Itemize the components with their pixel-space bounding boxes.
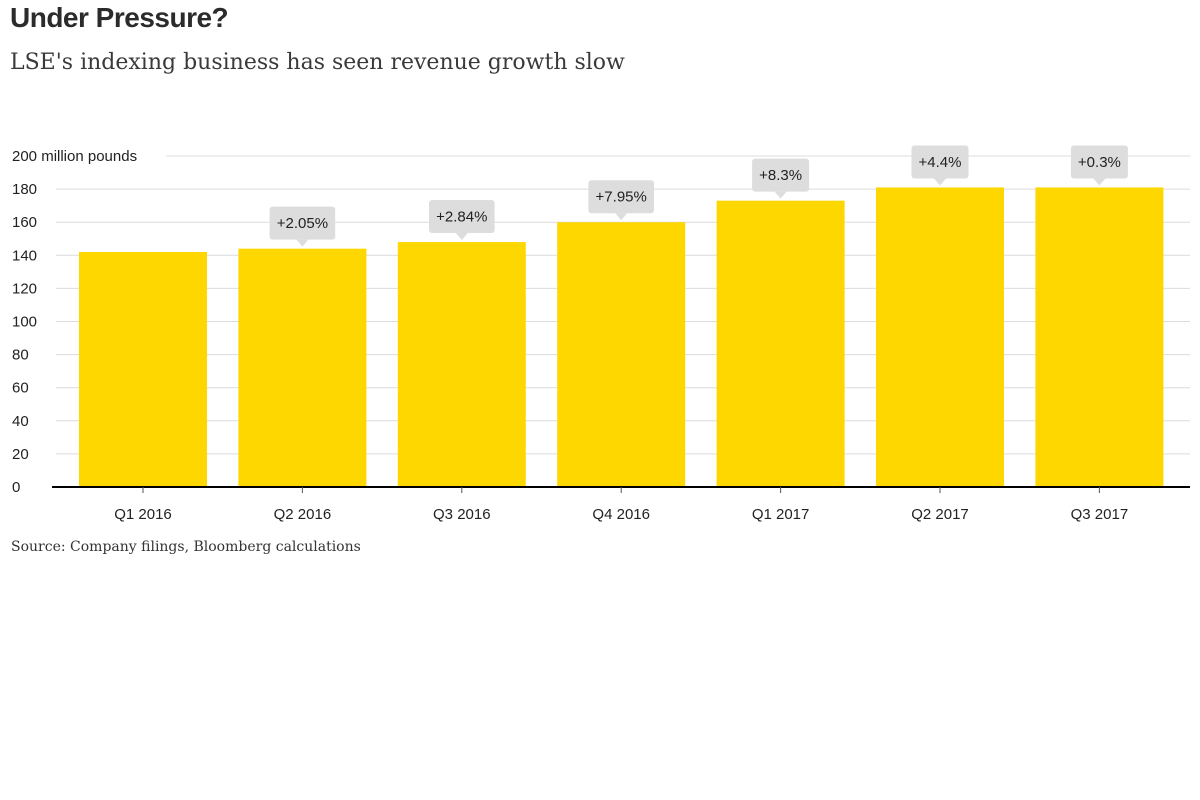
bar-q1-2016 bbox=[79, 251, 207, 487]
y-tick-label: 120 bbox=[12, 280, 37, 297]
annotation-label: +8.3% bbox=[759, 167, 802, 184]
annotation-label: +7.95% bbox=[596, 189, 647, 206]
annotation-box bbox=[429, 200, 495, 234]
x-tick-label: Q1 2017 bbox=[752, 506, 810, 523]
annotation-label: +2.05% bbox=[277, 215, 328, 232]
annotation-pointer bbox=[934, 178, 946, 186]
growth-annotations: +2.05% +2.84% +7.95% +8.3% +4.4% +0.3% bbox=[269, 145, 1128, 247]
x-tick-label: Q2 2016 bbox=[274, 506, 332, 523]
bar-q4-2016 bbox=[557, 222, 686, 487]
annotation-pointer bbox=[296, 239, 309, 247]
bar-q2-2017 bbox=[876, 187, 1004, 487]
bar-q1-2017 bbox=[716, 200, 845, 487]
chart-title: Under Pressure? bbox=[10, 2, 229, 33]
bar-q3-2017 bbox=[1035, 187, 1164, 487]
y-tick-label: 100 bbox=[12, 314, 37, 331]
y-axis-ticks: 0 20 40 60 80 100 120 140 160 180 200 million poun… bbox=[12, 148, 137, 496]
annotation-box bbox=[588, 180, 654, 214]
annotation-box bbox=[1070, 145, 1128, 179]
y-tick-label: 40 bbox=[12, 413, 29, 430]
annotation-label: +2.84% bbox=[436, 209, 487, 226]
bar-q2-2016 bbox=[238, 248, 367, 487]
x-axis-ticks: Q1 2016 Q2 2016 Q3 2016 Q4 2016 Q1 2017 Q2 20… bbox=[114, 487, 1128, 523]
x-tick-label: Q1 2016 bbox=[114, 506, 172, 523]
y-tick-label: 0 bbox=[12, 479, 20, 496]
y-tick-label: 180 bbox=[12, 181, 37, 198]
bars bbox=[79, 187, 1164, 487]
chart-subtitle: LSE's indexing business has seen revenue… bbox=[10, 50, 625, 75]
annotation-pointer bbox=[615, 213, 628, 221]
annotation-box bbox=[752, 158, 810, 192]
y-tick-label: 60 bbox=[12, 380, 29, 397]
x-tick-label: Q2 2017 bbox=[911, 506, 969, 523]
bar-q3-2016 bbox=[397, 242, 526, 487]
annotation-box bbox=[911, 145, 969, 179]
y-tick-label: 200 million pounds bbox=[12, 148, 137, 165]
annotation-pointer bbox=[455, 233, 468, 241]
annotation-label: +4.4% bbox=[919, 154, 962, 171]
source-note: Source: Company filings, Bloomberg calcu… bbox=[11, 539, 361, 555]
y-tick-label: 80 bbox=[12, 347, 29, 364]
annotation-box bbox=[269, 206, 336, 240]
annotation-label: +0.3% bbox=[1078, 154, 1121, 171]
x-tick-label: Q3 2017 bbox=[1071, 506, 1129, 523]
y-tick-label: 20 bbox=[12, 446, 29, 463]
annotation-pointer bbox=[774, 191, 787, 199]
x-tick-label: Q4 2016 bbox=[592, 506, 650, 523]
x-tick-label: Q3 2016 bbox=[433, 506, 491, 523]
annotation-pointer bbox=[1093, 178, 1106, 186]
y-tick-label: 140 bbox=[12, 247, 37, 264]
y-tick-label: 160 bbox=[12, 214, 37, 231]
